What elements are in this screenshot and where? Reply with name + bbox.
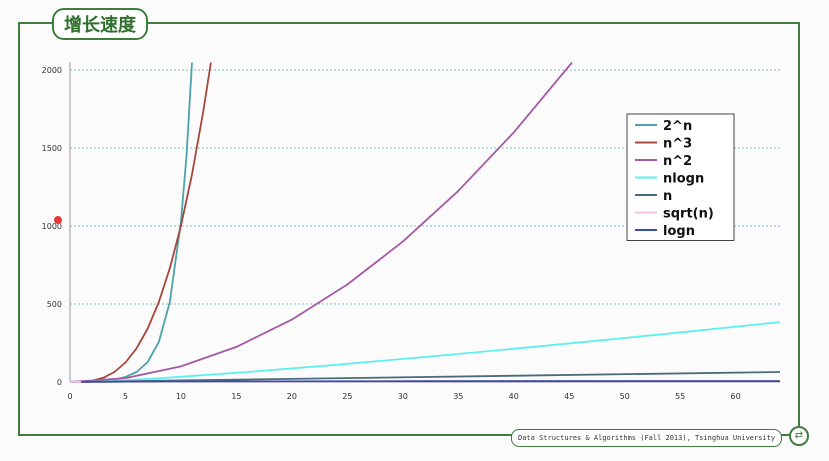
- x-tick-label: 45: [564, 392, 574, 401]
- x-tick-label: 30: [398, 392, 408, 401]
- y-tick-label: 1500: [42, 144, 62, 153]
- navigation-icon[interactable]: ⇄: [789, 426, 809, 446]
- legend-label: 2^n: [663, 119, 692, 134]
- x-tick-label: 5: [123, 392, 128, 401]
- legend-label: n^2: [663, 154, 692, 169]
- laser-pointer-dot: [54, 216, 62, 224]
- x-tick-label: 60: [731, 392, 741, 401]
- legend-label: n^3: [663, 137, 692, 152]
- x-tick-label: 20: [287, 392, 297, 401]
- x-tick-label: 10: [176, 392, 186, 401]
- legend-label: n: [663, 189, 672, 204]
- series-line-2n: [69, 62, 193, 383]
- legend-label: logn: [663, 224, 695, 239]
- series-line-n: [69, 371, 781, 383]
- slide-title: 增长速度: [52, 8, 148, 40]
- slide-frame: [18, 22, 800, 436]
- series-line-logn: [81, 380, 781, 383]
- y-tick-label: 2000: [42, 66, 62, 75]
- x-tick-label: 0: [67, 392, 72, 401]
- x-tick-label: 50: [620, 392, 630, 401]
- y-tick-label: 500: [47, 300, 62, 309]
- legend-label: nlogn: [663, 172, 704, 187]
- y-tick-label: 0: [57, 378, 62, 387]
- legend-label: sqrt(n): [663, 207, 714, 222]
- series-line-n2: [69, 61, 573, 383]
- y-tick-label: 1000: [42, 222, 62, 231]
- x-tick-label: 40: [509, 392, 519, 401]
- x-tick-label: 55: [675, 392, 685, 401]
- x-tick-label: 25: [342, 392, 352, 401]
- x-tick-label: 15: [231, 392, 241, 401]
- x-tick-label: 35: [453, 392, 463, 401]
- course-footer: Data Structures & Algorithms (Fall 2013)…: [511, 429, 783, 447]
